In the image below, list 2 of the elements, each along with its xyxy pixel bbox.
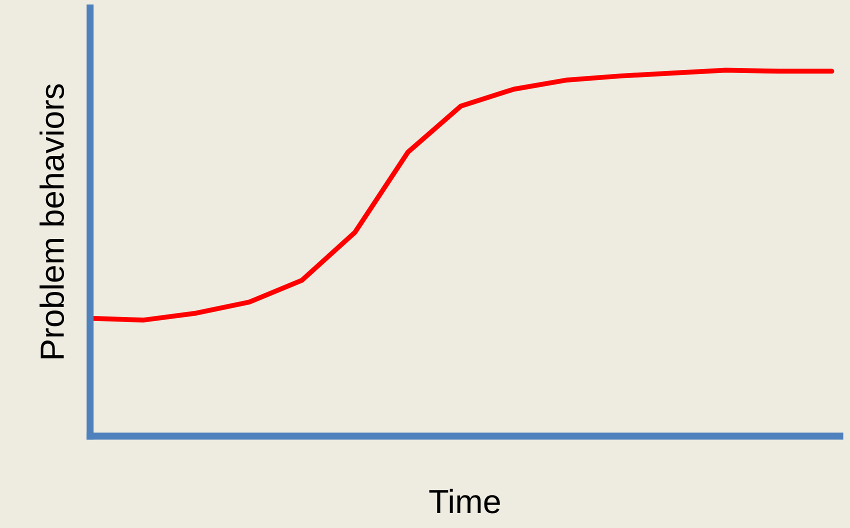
x-axis-title: Time — [429, 488, 500, 514]
y-axis-title: Problem behaviors — [40, 84, 64, 358]
